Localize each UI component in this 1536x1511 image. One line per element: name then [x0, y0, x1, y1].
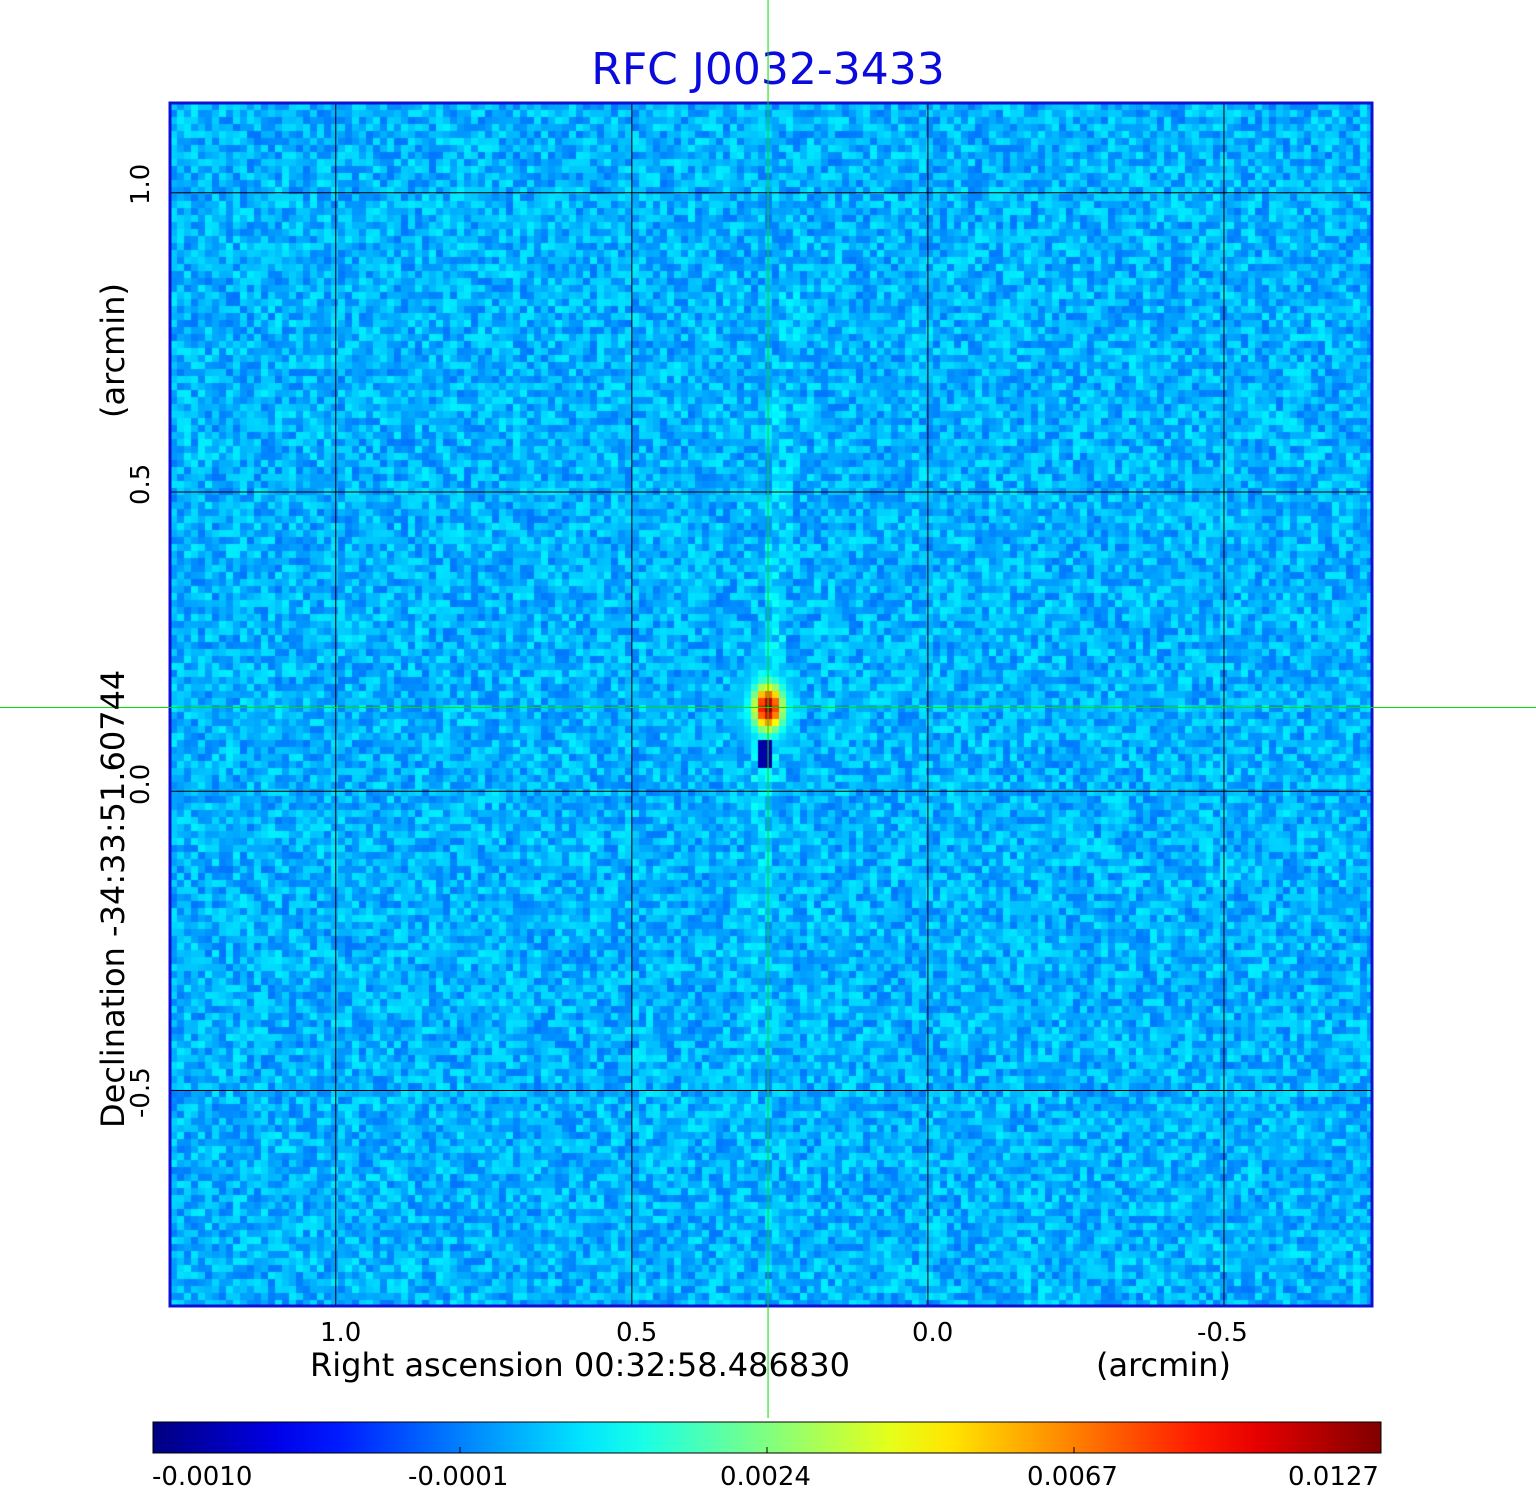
colorbar-tick-label: 0.0067 — [1027, 1462, 1118, 1492]
y-axis-unit: (arcmin) — [94, 283, 132, 418]
plot-frame — [168, 101, 1374, 1308]
colorbar — [152, 1421, 1382, 1454]
crosshair — [0, 0, 1536, 1418]
colorbar-tick-label: -0.0001 — [408, 1462, 509, 1492]
x-tick-label: -0.5 — [1197, 1318, 1248, 1348]
x-tick-label: 0.5 — [616, 1318, 658, 1348]
colorbar-tick-label: -0.0010 — [152, 1462, 253, 1492]
grid-lines — [170, 103, 1372, 1306]
y-axis-label: Declination -34:33:51.60744 — [94, 669, 132, 1128]
x-tick-label: 1.0 — [320, 1318, 362, 1348]
x-tick-label: 0.0 — [912, 1318, 954, 1348]
colorbar-tick-label: 0.0024 — [720, 1462, 811, 1492]
y-tick-label: 1.0 — [126, 163, 156, 205]
x-axis-unit: (arcmin) — [1096, 1346, 1231, 1384]
y-tick-label: 0.5 — [126, 463, 156, 505]
x-axis-label: Right ascension 00:32:58.486830 — [310, 1346, 850, 1384]
heatmap-image — [170, 103, 1372, 1306]
heatmap-cells — [170, 103, 1372, 1306]
colorbar-tick-label: 0.0127 — [1288, 1462, 1379, 1492]
